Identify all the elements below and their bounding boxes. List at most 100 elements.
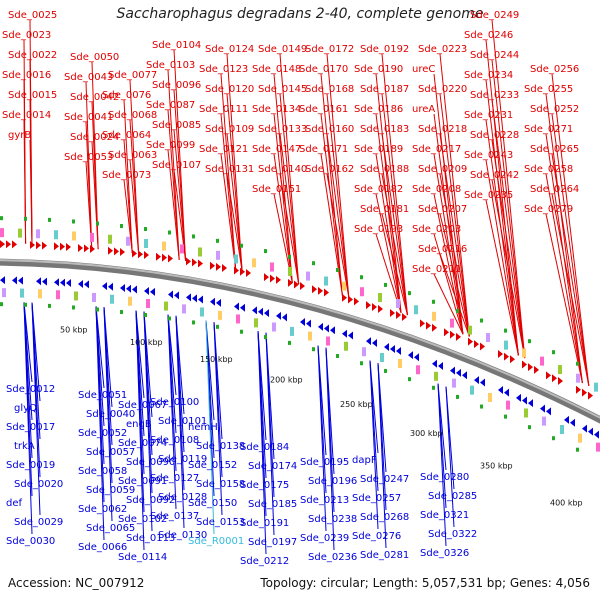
forward-gene-arrow <box>378 304 383 313</box>
forward-gene-arrow <box>114 247 119 256</box>
reverse-gene-arrow <box>318 322 323 331</box>
gc-marker <box>360 361 363 366</box>
gc-marker <box>576 447 579 452</box>
cog-feature <box>110 294 114 304</box>
forward-gene-label: Sde_0172 <box>305 44 354 55</box>
forward-gene-label: Sde_0147 <box>252 144 301 155</box>
forward-gene-arrow <box>240 267 245 276</box>
forward-gene-label: Sde_0220 <box>418 84 467 95</box>
scale-ticks: 50 kbp 100 kbp 150 kbp 200 kbp 250 kbp 300 kb… <box>60 326 583 508</box>
reverse-gene-arrow <box>588 427 593 436</box>
forward-gene-arrow <box>30 241 35 250</box>
reverse-gene-arrow <box>234 302 239 311</box>
accession-text: Accession: NC_007912 <box>8 576 145 590</box>
cog-feature <box>162 241 166 251</box>
gc-marker <box>96 221 99 226</box>
reverse-gene-arrow <box>144 287 149 296</box>
reverse-gene-arrow <box>540 404 545 413</box>
reverse-gene-arrow <box>78 279 83 288</box>
forward-gene-label: Sde_0170 <box>299 64 348 75</box>
forward-gene-label: Sde_0120 <box>205 84 254 95</box>
gc-marker <box>72 219 75 224</box>
gc-marker <box>120 310 123 315</box>
reverse-gene-label: Sde_0276 <box>352 531 401 542</box>
reverse-label-line <box>257 331 267 555</box>
cog-feature <box>144 239 148 249</box>
reverse-gene-arrow <box>504 388 509 397</box>
cog-feature <box>488 393 492 403</box>
forward-gene-arrow <box>186 257 191 266</box>
gc-marker <box>168 316 171 321</box>
gc-marker <box>408 291 411 296</box>
cog-feature <box>432 311 436 321</box>
reverse-gene-arrow <box>132 285 137 294</box>
cog-feature <box>360 287 364 297</box>
gc-marker <box>144 313 147 318</box>
forward-gene-arrow <box>192 258 197 267</box>
forward-gene-arrow <box>558 377 563 386</box>
cog-feature <box>308 331 312 341</box>
reverse-gene-label: glyQ <box>14 403 37 414</box>
forward-gene-label: Sde_0087 <box>146 100 195 111</box>
forward-gene-label: Sde_0131 <box>205 164 254 175</box>
forward-gene-label: gyrB <box>8 130 31 141</box>
cog-feature <box>2 288 6 298</box>
reverse-gene-label: Sde_0321 <box>420 510 469 521</box>
forward-label-line <box>279 133 300 285</box>
reverse-gene-arrow <box>480 378 485 387</box>
gc-marker <box>264 335 267 340</box>
reverse-gene-arrow <box>372 339 377 348</box>
forward-gene-label: Sde_0181 <box>360 204 409 215</box>
forward-gene-arrow <box>144 251 149 260</box>
reverse-gene-arrow <box>432 359 437 368</box>
reverse-gene-label: Sde_0184 <box>240 442 289 453</box>
reverse-gene-arrow <box>0 276 5 285</box>
forward-gene-arrow <box>132 249 137 258</box>
forward-label-line <box>273 153 293 283</box>
cog-feature <box>54 230 58 240</box>
reverse-gene-label: Sde_0150 <box>188 498 237 509</box>
reverse-label-line <box>437 383 447 547</box>
reverse-gene-arrow <box>240 303 245 312</box>
scale-tick-label: 150 kbp <box>200 355 233 364</box>
cog-feature <box>594 382 598 392</box>
forward-gene-label: Sde_0203 <box>412 224 461 235</box>
gc-marker <box>312 261 315 266</box>
reverse-gene-label: def <box>6 498 23 509</box>
forward-label-line <box>375 193 402 314</box>
forward-gene-arrow <box>444 328 449 337</box>
forward-gene-arrow <box>582 388 587 397</box>
forward-gene-label: Sde_0123 <box>199 64 248 75</box>
reverse-gene-label: Sde_0040 <box>86 409 135 420</box>
gc-marker <box>72 305 75 310</box>
gc-marker <box>432 299 435 304</box>
forward-gene-arrow <box>420 319 425 328</box>
reverse-gene-label: Sde_0174 <box>248 461 297 472</box>
cog-feature <box>380 352 384 362</box>
forward-gene-arrow <box>588 391 593 400</box>
reverse-gene-label: Sde_0212 <box>240 556 289 567</box>
forward-gene-label: Sde_0149 <box>258 44 307 55</box>
forward-gene-arrow <box>120 248 125 257</box>
scale-tick-label: 300 kbp <box>410 429 443 438</box>
forward-gene-label: Sde_0242 <box>470 170 519 181</box>
reverse-gene-arrow <box>522 396 527 405</box>
forward-gene-arrow <box>54 242 59 251</box>
forward-gene-label: Sde_0085 <box>152 120 201 131</box>
reverse-gene-arrow <box>474 376 479 385</box>
reverse-gene-label: Sde_0128 <box>158 492 207 503</box>
genome-backbone <box>0 258 600 424</box>
reverse-gene-label: Sde_0100 <box>150 397 199 408</box>
cog-feature <box>254 318 258 328</box>
cog-feature <box>470 385 474 395</box>
reverse-gene-arrow <box>54 278 59 287</box>
reverse-gene-arrow <box>570 418 575 427</box>
reverse-gene-arrow <box>150 287 155 296</box>
reverse-gene-arrow <box>456 368 461 377</box>
reverse-gene-label: hemH <box>188 422 218 433</box>
forward-gene-label: Sde_0249 <box>470 10 519 21</box>
forward-label-line <box>167 109 180 260</box>
reverse-gene-label: engB <box>126 419 152 430</box>
reverse-gene-arrow <box>330 326 335 335</box>
gc-marker <box>528 339 531 344</box>
